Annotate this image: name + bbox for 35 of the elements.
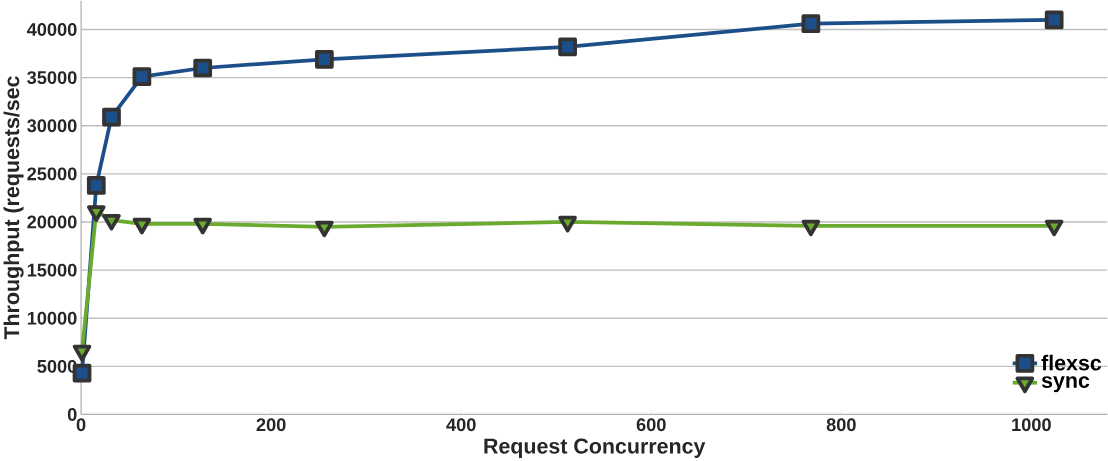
x-axis-title: Request Concurrency: [484, 438, 706, 458]
point: [1044, 219, 1064, 237]
point: [86, 205, 106, 222]
point: [1044, 10, 1064, 30]
x-tick-label: 0: [76, 418, 86, 431]
point: [132, 67, 152, 86]
y-tick-label: 40000: [26, 22, 77, 36]
y-tick-label: 0: [67, 407, 77, 421]
point: [801, 219, 821, 237]
point: [86, 175, 106, 195]
legend-label: flexsc: [1041, 354, 1102, 371]
y-tick-label: 30000: [27, 119, 77, 132]
x-tick-label: 200: [256, 418, 286, 431]
point: [72, 344, 92, 362]
y-tick-label: 20000: [27, 215, 77, 229]
y-tick-label: 15000: [27, 263, 77, 277]
legend-label: sync: [1041, 375, 1090, 392]
point: [193, 217, 213, 235]
point: [132, 217, 152, 235]
x-tick-label: 1000: [1012, 418, 1051, 431]
point: [314, 49, 334, 69]
y-tick-label: 10000: [27, 311, 77, 325]
x-tick-label: 400: [446, 418, 476, 431]
point: [193, 58, 213, 78]
point: [558, 215, 577, 233]
x-tick-label: 600: [636, 418, 666, 431]
x-tick-label: 800: [826, 418, 856, 431]
point: [558, 37, 577, 56]
point: [102, 107, 121, 127]
y-tick-label: 25000: [27, 167, 77, 181]
point: [315, 220, 334, 238]
point: [801, 14, 821, 33]
point: [102, 213, 121, 231]
y-tick-label: 35000: [27, 70, 77, 84]
y-axis-title: Throughput (requests/sec: [3, 75, 24, 340]
